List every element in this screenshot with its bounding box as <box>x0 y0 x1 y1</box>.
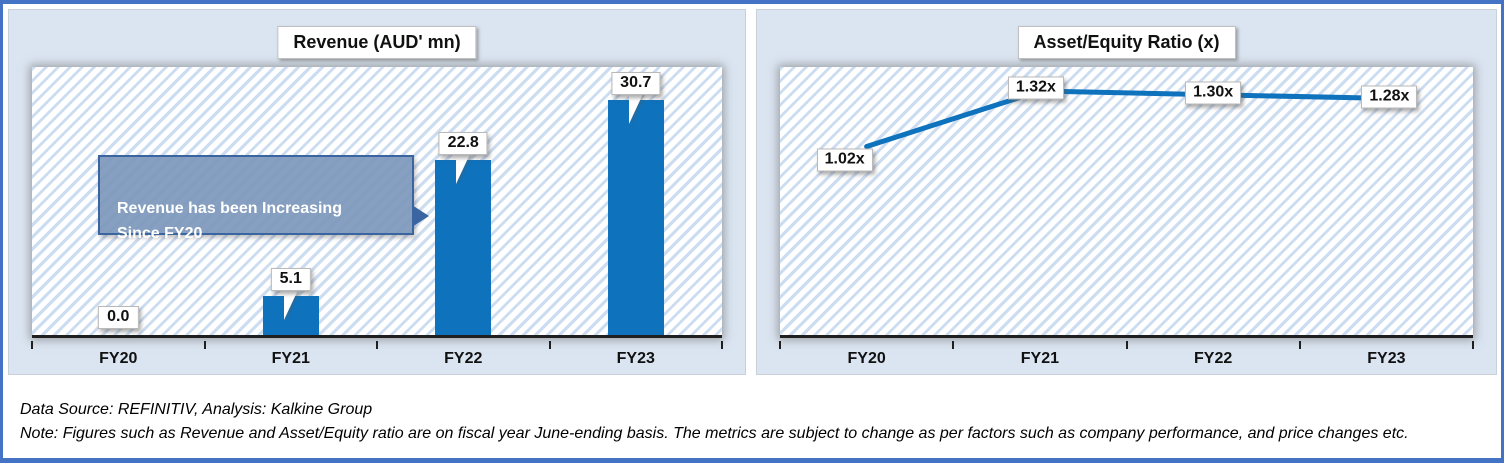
x-axis-label: FY23 <box>616 350 655 367</box>
data-label: 1.30x <box>1185 81 1242 105</box>
asset-equity-chart-title: Asset/Equity Ratio (x) <box>1017 26 1236 59</box>
data-label: 1.32x <box>1007 76 1064 100</box>
axis-tick <box>1125 341 1128 349</box>
axis-tick <box>548 341 551 349</box>
trend-line <box>864 88 1389 149</box>
x-axis-label: FY23 <box>1367 350 1406 367</box>
data-label: 1.28x <box>1361 85 1418 109</box>
data-label: 0.0 <box>98 306 139 329</box>
asset-equity-chart-panel: Asset/Equity Ratio (x) 1.02x 1.32x 1.30x 1.… <box>756 9 1497 375</box>
axis-tick <box>203 341 206 349</box>
revenue-chart-panel: Revenue (AUD' mn) Revenue has been Incre… <box>8 9 746 375</box>
data-label: 1.02x <box>816 148 873 172</box>
data-label: 22.8 <box>438 132 488 155</box>
revenue-chart-title: Revenue (AUD' mn) <box>277 26 477 59</box>
data-label: 30.7 <box>611 72 661 95</box>
data-label-pointer <box>456 154 471 184</box>
x-axis-label: FY21 <box>271 350 310 367</box>
axis-tick <box>31 341 33 349</box>
axis-tick <box>1472 341 1474 349</box>
note-line: Note: Figures such as Revenue and Asset/… <box>20 425 1409 442</box>
chart-title-text: Revenue (AUD' mn) <box>293 32 461 52</box>
asset-equity-plot-area: 1.02x 1.32x 1.30x 1.28x <box>780 67 1473 338</box>
data-label-pointer <box>628 94 643 124</box>
x-axis-label: FY20 <box>99 350 138 367</box>
x-axis-label: FY21 <box>1020 350 1059 367</box>
data-label-pointer <box>283 290 298 320</box>
annotation-callout: Revenue has been Increasing Since FY20 <box>98 155 429 242</box>
axis-tick <box>952 341 955 349</box>
x-axis-label: FY22 <box>1194 350 1233 367</box>
annotation-text: Revenue has been Increasing Since FY20 <box>117 200 342 242</box>
footer-notes: Data Source: REFINITIV, Analysis: Kalkin… <box>20 398 1491 446</box>
axis-tick <box>779 341 781 349</box>
x-axis-label: FY20 <box>847 350 886 367</box>
axis-tick <box>721 341 723 349</box>
data-label: 5.1 <box>270 268 311 291</box>
bar-fy23 <box>607 100 664 335</box>
axis-tick <box>376 341 378 349</box>
x-axis-label: FY22 <box>444 350 483 367</box>
data-source-line: Data Source: REFINITIV, Analysis: Kalkin… <box>20 401 373 418</box>
chart-title-text: Asset/Equity Ratio (x) <box>1033 32 1220 52</box>
axis-tick <box>1298 341 1301 349</box>
revenue-plot-area: Revenue has been Increasing Since FY20 0… <box>32 67 722 338</box>
bar-fy22 <box>435 160 492 335</box>
callout-arrow-icon <box>412 205 429 227</box>
